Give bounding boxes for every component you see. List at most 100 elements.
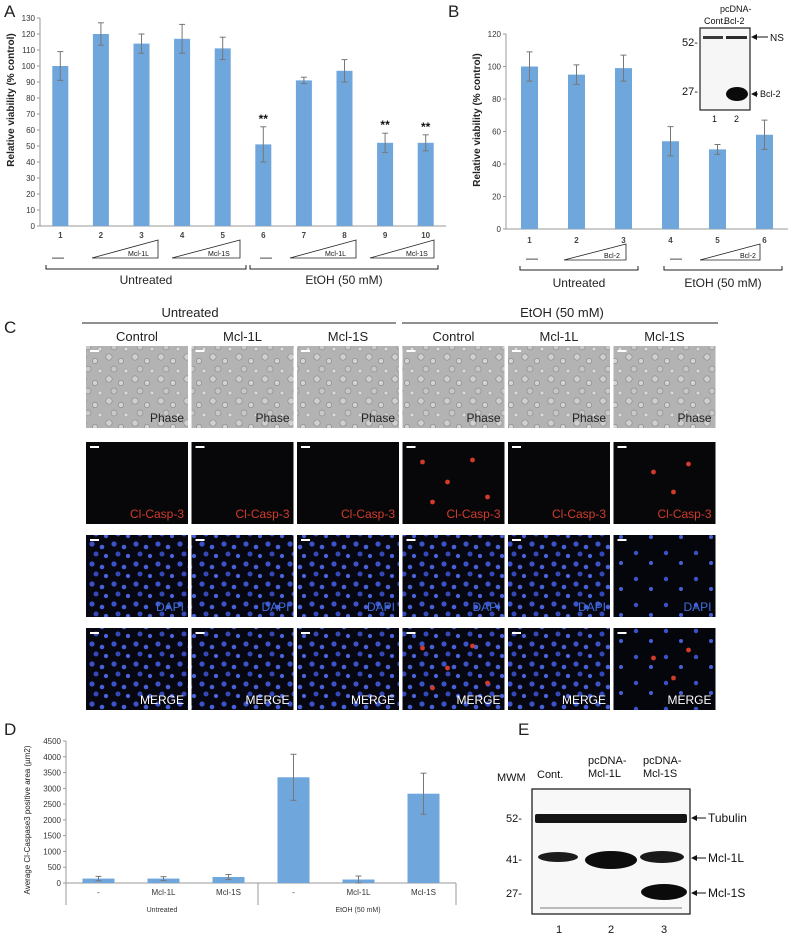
panel-e-col2-line2: Mcl-1L [588, 768, 621, 780]
micrograph-dapi-3: DAPI [297, 535, 399, 617]
micrograph-image [402, 628, 505, 710]
panel-d-y-tick-label: 4500 [43, 737, 61, 746]
micrograph-label: Phase [572, 411, 606, 425]
panel-b-y-tick-label: 100 [488, 63, 502, 72]
panel-d-y-tick-label: 3500 [43, 769, 61, 778]
panel-d-category-label-4: - [292, 888, 295, 897]
micrograph-merge-6: MERGE [613, 628, 716, 710]
micrograph-dapi-1: DAPI [86, 535, 188, 617]
casp3-signal [651, 655, 656, 661]
panel-a-bar-5 [214, 48, 231, 227]
micrograph-image [402, 535, 505, 617]
inset-band-bcl2-lane2 [726, 87, 748, 101]
panel-b-y-tick-label: 40 [492, 160, 501, 169]
panel-b-bar-2 [568, 74, 585, 229]
panel-d-y-tick-label: 2000 [43, 816, 61, 825]
panel-b-group-untreated: Untreated [553, 276, 606, 290]
panel-a-significance-10: ** [421, 120, 431, 134]
panel-a-triangle-label-3: Mcl-1L [325, 251, 346, 258]
micrograph-cl-casp-3-4: Cl-Casp-3 [402, 442, 505, 524]
inset-ns-label: NS [770, 33, 784, 44]
panel-a-category-label-10: 10 [421, 231, 430, 240]
panel-e-col-cont: Cont. [537, 769, 563, 781]
micrograph-cl-casp-3-2: Cl-Casp-3 [191, 442, 294, 524]
panel-b-y-tick-label: 120 [488, 30, 502, 39]
panel-e-col3-line1: pcDNA- [643, 755, 682, 767]
panel-a-y-tick-label: 70 [26, 110, 35, 119]
panel-a-triangle-label-1: Mcl-1L [128, 251, 149, 258]
panel-e-band-tubulin: Tubulin [708, 811, 747, 825]
scale-bar [512, 446, 521, 448]
micrograph-merge-2: MERGE [191, 628, 294, 710]
panel-d-y-tick-label: 3000 [43, 784, 61, 793]
panel-c-column-header-1: Control [116, 329, 158, 344]
scale-bar [301, 446, 310, 448]
casp3-signal [470, 643, 475, 649]
inset-band-ns-lane1 [703, 36, 723, 39]
micrograph-label: Cl-Casp-3 [130, 507, 184, 521]
panel-a-dash-etoh: — [260, 250, 272, 264]
panel-a-bar-8 [336, 70, 353, 226]
panel-c-column-header-3: Mcl-1S [328, 329, 369, 344]
panel-e-blot: MWM Cont. pcDNA- Mcl-1L pcDNA- Mcl-1S 52… [497, 755, 747, 936]
panel-b-y-tick-label: 80 [492, 95, 501, 104]
scale-bar [617, 350, 627, 352]
panel-a-bar-10 [417, 142, 434, 226]
panel-a-category-label-1: 1 [58, 231, 63, 240]
micrograph-phase-5: Phase [508, 346, 610, 428]
micrograph-image [86, 442, 188, 524]
casp3-signal [420, 645, 425, 651]
band-mcl1l-lane2 [585, 851, 637, 869]
panel-b-bracket-etoh [663, 266, 783, 271]
panel-a-significance-9: ** [380, 118, 390, 132]
panel-e-mw-41: 41- [506, 854, 522, 866]
panel-b-inset-blot: Cont. pcDNA- Bcl-2 52- 27- NS Bcl-2 1 2 [682, 4, 784, 124]
panel-a-category-label-4: 4 [180, 231, 185, 240]
panel-a-category-label-5: 5 [220, 231, 225, 240]
panel-e-band-mcl1l: Mcl-1L [708, 851, 744, 865]
panel-e-mw-52: 52- [506, 813, 522, 825]
panel-a-bar-9 [377, 142, 394, 226]
panel-a-category-label-6: 6 [261, 231, 266, 240]
micrograph-label: MERGE [140, 693, 184, 707]
panel-d-y-axis-label: Average Cl-Caspase3 positive area (µm2) [23, 745, 32, 894]
casp3-signal [485, 494, 490, 500]
inset-col-bcl2: Bcl-2 [724, 16, 745, 26]
micrograph-phase-3: Phase [297, 346, 399, 428]
panel-c-group-untreated: Untreated [161, 305, 218, 320]
micrograph-image [191, 346, 294, 428]
scale-bar [512, 350, 521, 352]
band-tubulin [535, 814, 687, 823]
panel-e-col2-line1: pcDNA- [588, 755, 627, 767]
micrograph-image [613, 346, 716, 428]
panel-e-lane-1: 1 [556, 924, 562, 936]
panel-e-mwm-label: MWM [497, 772, 526, 784]
panel-a-y-tick-label: 20 [26, 190, 35, 199]
micrograph-merge-3: MERGE [297, 628, 399, 710]
panel-d-group-etoh: EtOH (50 mM) [335, 907, 380, 914]
panel-c-column-header-6: Mcl-1S [644, 329, 685, 344]
micrograph-phase-2: Phase [191, 346, 294, 428]
casp3-signal [671, 675, 676, 681]
micrograph-image [191, 628, 294, 710]
band-bottom-smear [540, 907, 682, 909]
panel-d-category-label-3: Mcl-1S [216, 888, 241, 897]
panel-a-triangle-3 [289, 239, 357, 259]
scale-bar [195, 350, 205, 352]
band-mcl1l-lane3 [640, 851, 684, 863]
panel-e-lane-2: 2 [608, 924, 614, 936]
scale-bar [406, 539, 416, 541]
micrograph-label: MERGE [562, 693, 606, 707]
panel-d-y-tick-label: 2500 [43, 800, 61, 809]
scale-bar [301, 539, 310, 541]
micrograph-phase-1: Phase [86, 346, 188, 428]
panel-a-bracket-etoh [249, 265, 439, 270]
panel-b-y-tick-label: 60 [492, 128, 501, 137]
panel-e-lane-3: 3 [661, 924, 667, 936]
scale-bar [512, 632, 521, 634]
micrograph-label: DAPI [156, 600, 184, 614]
panel-a-category-label-2: 2 [99, 231, 104, 240]
panel-b-category-label-3: 3 [621, 236, 626, 245]
micrograph-image [613, 628, 716, 710]
